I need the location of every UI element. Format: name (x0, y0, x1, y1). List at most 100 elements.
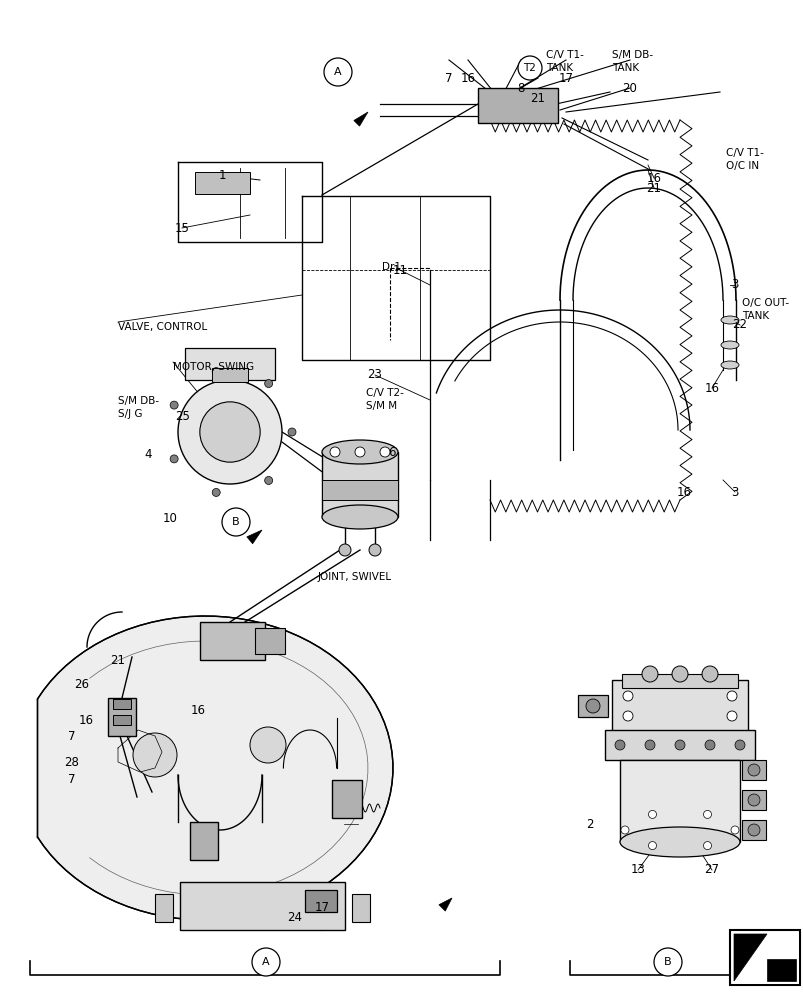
Text: 16: 16 (460, 72, 475, 85)
Circle shape (701, 666, 717, 682)
Circle shape (170, 455, 178, 463)
Text: O/C IN: O/C IN (725, 161, 758, 171)
Bar (604, 730, 754, 760)
Polygon shape (733, 934, 766, 981)
Bar (255, 628, 284, 654)
Polygon shape (438, 898, 451, 911)
Text: S/M DB-: S/M DB- (118, 396, 159, 406)
Text: 21: 21 (110, 654, 125, 666)
Bar (195, 172, 250, 194)
Circle shape (170, 401, 178, 409)
Text: 20: 20 (622, 82, 637, 95)
Bar (108, 698, 136, 736)
Bar (212, 368, 247, 382)
Circle shape (747, 794, 759, 806)
Circle shape (329, 447, 340, 457)
Bar (185, 348, 275, 380)
Bar (321, 480, 397, 500)
Circle shape (648, 810, 656, 818)
Text: C/V T1-: C/V T1- (545, 50, 583, 60)
Circle shape (132, 733, 177, 777)
Text: 22: 22 (732, 318, 747, 332)
Circle shape (177, 380, 282, 484)
Text: 8: 8 (516, 82, 524, 95)
Text: TANK: TANK (611, 63, 638, 73)
Bar (190, 822, 218, 860)
Polygon shape (731, 932, 797, 983)
Text: 16: 16 (79, 714, 93, 726)
Circle shape (212, 488, 220, 496)
Text: 17: 17 (314, 901, 329, 914)
Text: 7: 7 (68, 773, 75, 786)
Bar (611, 680, 747, 732)
Text: 25: 25 (175, 410, 190, 422)
Circle shape (200, 402, 260, 462)
Circle shape (212, 368, 220, 376)
Ellipse shape (619, 827, 739, 857)
Text: 24: 24 (287, 911, 302, 924)
Text: 23: 23 (367, 368, 382, 381)
Text: VALVE, CONTROL: VALVE, CONTROL (118, 322, 207, 332)
Polygon shape (353, 112, 368, 126)
Text: 6: 6 (388, 446, 395, 458)
Bar (478, 88, 557, 123)
Text: TANK: TANK (741, 311, 768, 321)
Ellipse shape (321, 505, 397, 529)
Text: B: B (232, 517, 239, 527)
Text: 13: 13 (630, 863, 645, 876)
Text: O/C OUT-: O/C OUT- (741, 298, 788, 308)
Circle shape (675, 740, 684, 750)
Circle shape (653, 948, 681, 976)
Text: 16: 16 (646, 172, 661, 185)
Circle shape (703, 810, 711, 818)
Text: 4: 4 (144, 448, 152, 460)
Text: 3: 3 (731, 486, 738, 498)
Circle shape (222, 508, 250, 536)
Text: 27: 27 (703, 863, 719, 876)
Text: 1: 1 (218, 169, 226, 182)
Text: 16: 16 (675, 486, 691, 498)
Circle shape (287, 428, 296, 436)
Circle shape (747, 764, 759, 776)
Text: 15: 15 (174, 222, 190, 234)
Ellipse shape (720, 341, 738, 349)
Circle shape (747, 824, 759, 836)
Bar (741, 790, 765, 810)
Circle shape (264, 380, 272, 388)
Text: 26: 26 (75, 678, 89, 692)
Ellipse shape (321, 440, 397, 464)
Circle shape (250, 727, 286, 763)
Bar (332, 780, 361, 818)
Bar (200, 622, 265, 660)
Bar (622, 674, 737, 688)
Text: A: A (334, 67, 341, 77)
Text: 3: 3 (731, 278, 738, 292)
Circle shape (704, 740, 714, 750)
Text: 17: 17 (558, 72, 573, 85)
Text: S/J G: S/J G (118, 409, 142, 419)
Circle shape (251, 948, 279, 976)
Circle shape (671, 666, 687, 682)
Text: 7: 7 (445, 72, 452, 85)
Text: S/M DB-: S/M DB- (611, 50, 652, 60)
Text: C/V T1-: C/V T1- (725, 148, 763, 158)
Bar (352, 894, 369, 922)
Text: B: B (663, 957, 671, 967)
Text: S/M M: S/M M (365, 401, 397, 411)
Circle shape (324, 58, 352, 86)
Text: T2: T2 (523, 63, 536, 73)
Polygon shape (38, 616, 393, 920)
Circle shape (726, 711, 736, 721)
Circle shape (734, 740, 744, 750)
Circle shape (644, 740, 654, 750)
Bar (577, 695, 607, 717)
Text: Dr1: Dr1 (381, 262, 401, 272)
Polygon shape (766, 959, 795, 981)
Text: A: A (262, 957, 270, 967)
Circle shape (517, 56, 541, 80)
Circle shape (380, 447, 389, 457)
Bar (304, 890, 336, 912)
Circle shape (622, 711, 632, 721)
Ellipse shape (720, 316, 738, 324)
Text: TANK: TANK (545, 63, 573, 73)
